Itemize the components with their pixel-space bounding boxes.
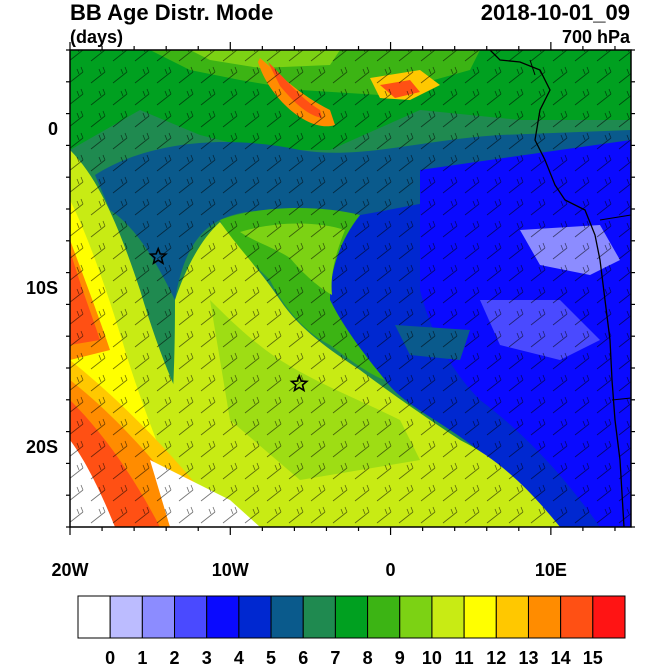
colorbar-swatch xyxy=(77,595,111,639)
colorbar-swatch xyxy=(399,595,433,639)
colorbar-swatch xyxy=(527,595,562,639)
colorbar xyxy=(77,595,626,639)
colorbar-label: 4 xyxy=(233,648,244,668)
colorbar-swatch xyxy=(334,595,369,639)
colorbar-swatch xyxy=(270,595,304,639)
colorbar-label: 5 xyxy=(266,648,277,668)
x-tick-label: 10W xyxy=(211,560,249,580)
x-tick-label: 10E xyxy=(534,560,567,580)
pressure-level-label: 700 hPa xyxy=(561,27,630,47)
colorbar-swatch xyxy=(206,595,240,639)
y-tick-label: 0 xyxy=(47,118,58,139)
map-datetime: 2018-10-01_09 xyxy=(480,0,630,25)
axis-ticks xyxy=(66,42,635,535)
map-title: BB Age Distr. Mode xyxy=(70,0,274,25)
colorbar-label: 11 xyxy=(454,648,474,668)
markers-layer xyxy=(148,246,309,393)
colorbar-label: 12 xyxy=(486,648,507,668)
colorbar-swatch xyxy=(367,595,401,639)
star-marker-1 xyxy=(148,246,168,265)
x-tick-label: 0 xyxy=(385,560,396,580)
map-field xyxy=(70,50,631,527)
x-tick-label: 20W xyxy=(51,560,89,580)
colorbar-swatch xyxy=(463,595,497,639)
colorbar-swatch xyxy=(592,595,626,639)
colorbar-swatch xyxy=(238,595,272,639)
colorbar-swatch xyxy=(141,595,176,639)
star-marker-2 xyxy=(289,373,309,393)
colorbar-label: 1 xyxy=(137,648,148,668)
colorbar-label: 8 xyxy=(362,648,373,668)
colorbar-swatch xyxy=(109,595,143,639)
colorbar-label: 3 xyxy=(201,648,212,668)
colorbar-label: 9 xyxy=(394,648,405,668)
colorbar-label: 7 xyxy=(330,648,341,668)
colorbar-swatch xyxy=(174,595,208,639)
y-tick-label: 10S xyxy=(25,277,58,298)
colorbar-label: 2 xyxy=(169,648,180,668)
units-label: (days) xyxy=(70,27,124,47)
plot-frame xyxy=(69,49,632,528)
colorbar-swatch xyxy=(431,595,465,639)
colorbar-label: 13 xyxy=(518,648,539,668)
colorbar-label: 0 xyxy=(105,648,116,668)
colorbar-label: 6 xyxy=(298,648,309,668)
colorbar-label: 15 xyxy=(582,648,603,668)
colorbar-label: 10 xyxy=(421,648,442,668)
y-tick-label: 20S xyxy=(25,436,58,457)
colorbar-swatch xyxy=(302,595,336,639)
colorbar-swatch xyxy=(495,595,529,639)
colorbar-label: 14 xyxy=(550,648,571,668)
colorbar-swatch xyxy=(560,595,594,639)
